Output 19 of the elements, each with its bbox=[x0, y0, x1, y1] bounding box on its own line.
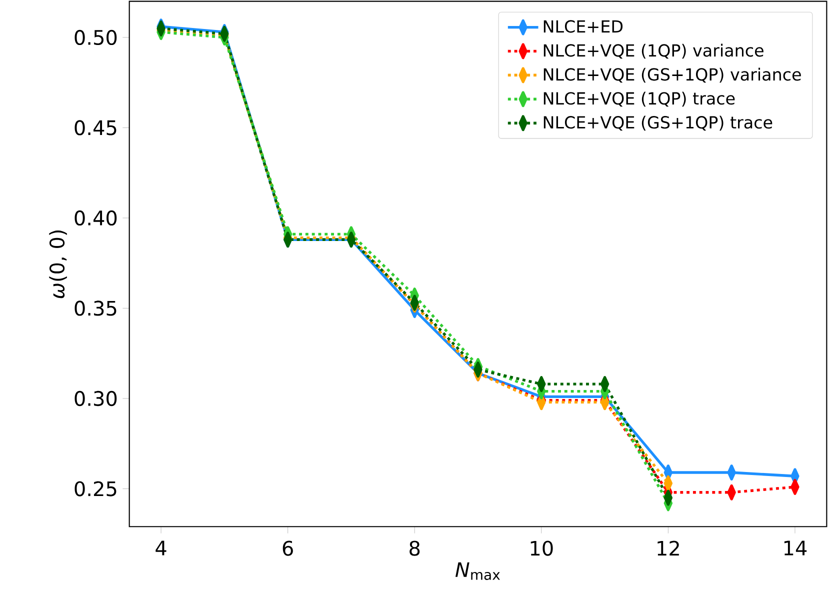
x-tick-label: 4 bbox=[156, 540, 166, 556]
x-tick-label: 14 bbox=[784, 540, 807, 556]
y-axis-title: ω(0, 0) bbox=[49, 230, 67, 298]
x-tick-label: 6 bbox=[282, 540, 293, 556]
y-tick-label: 0.30 bbox=[74, 390, 117, 406]
legend-label: NLCE+VQE (1QP) variance bbox=[544, 44, 764, 59]
legend-label: NLCE+VQE (GS+1QP) variance bbox=[544, 68, 801, 83]
x-tick-label: 8 bbox=[410, 540, 420, 556]
legend-label: NLCE+ED bbox=[544, 20, 623, 33]
legend-label: NLCE+VQE (1QP) trace bbox=[544, 92, 735, 107]
y-tick-label: 0.35 bbox=[74, 300, 116, 316]
x-tick-label: 10 bbox=[530, 540, 553, 556]
y-tick-label: 0.50 bbox=[74, 30, 117, 46]
x-tick-label: 12 bbox=[658, 540, 679, 556]
y-tick-label: 0.25 bbox=[74, 481, 116, 496]
y-tick-label: 0.45 bbox=[74, 120, 116, 136]
legend-label: NLCE+VQE (GS+1QP) trace bbox=[544, 116, 772, 131]
y-tick-label: 0.40 bbox=[74, 210, 117, 226]
x-axis-title: N$_{max}$ bbox=[455, 562, 500, 580]
